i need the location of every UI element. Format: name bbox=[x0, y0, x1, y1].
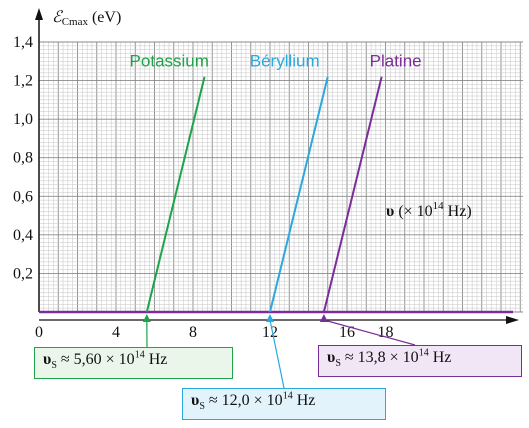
x-tick-label: 4 bbox=[112, 324, 120, 341]
x-tick-label: 16 bbox=[339, 324, 355, 341]
threshold-callout-potassium: υS ≈ 5,60 × 1014 Hz bbox=[34, 347, 233, 379]
series-label-platine: Platine bbox=[370, 52, 422, 71]
x-tick-label: 18 bbox=[378, 324, 394, 341]
series-label-béryllium: Béryllium bbox=[250, 52, 320, 71]
y-tick-label: 0,6 bbox=[13, 188, 33, 205]
x-axis-text: (× 10 bbox=[398, 203, 432, 220]
callout-pointer-arrow bbox=[142, 314, 151, 322]
callout-pointer-arrow bbox=[266, 314, 274, 322]
callout-exponent: 14 bbox=[134, 349, 145, 361]
x-axis-label: υ (× 1014 Hz) bbox=[386, 200, 472, 220]
callout-subscript: S bbox=[51, 360, 57, 372]
y-axis-arrow bbox=[35, 8, 43, 20]
series-lines bbox=[145, 76, 383, 313]
callout-text: ≈ 5,60 × 10 bbox=[56, 351, 135, 368]
callout-pointer bbox=[269, 319, 285, 389]
callout-exponent: 14 bbox=[282, 390, 293, 402]
y-tick-label: 0,8 bbox=[13, 150, 33, 167]
y-tick-label: 1,2 bbox=[13, 73, 33, 90]
callout-text: ≈ 13,8 × 10 bbox=[340, 349, 419, 366]
callout-symbol: υ bbox=[191, 392, 200, 409]
y-tick-label: 1,4 bbox=[13, 34, 33, 51]
axes bbox=[35, 8, 519, 324]
x-axis-unit: Hz) bbox=[444, 203, 472, 220]
callout-unit: Hz bbox=[292, 392, 316, 409]
series-line-béryllium bbox=[269, 76, 329, 313]
y-axis-subscript: Cmax bbox=[62, 16, 89, 28]
y-axis-label: ℰCmax (eV) bbox=[52, 9, 121, 28]
callout-unit: Hz bbox=[144, 351, 168, 368]
callout-subscript: S bbox=[335, 358, 341, 370]
x-tick-label: 0 bbox=[35, 324, 43, 341]
series-line-potassium bbox=[145, 76, 206, 313]
y-axis-unit: (eV) bbox=[92, 9, 121, 26]
callout-subscript: S bbox=[199, 401, 205, 413]
x-tick-label: 8 bbox=[189, 324, 197, 341]
x-axis-arrow bbox=[506, 316, 519, 324]
callout-pointer bbox=[323, 319, 416, 346]
x-axis-exponent: 14 bbox=[433, 200, 445, 212]
grid bbox=[38, 41, 523, 313]
series-line-platine bbox=[322, 76, 383, 313]
callout-symbol: υ bbox=[327, 349, 336, 366]
y-tick-label: 0,2 bbox=[13, 265, 33, 282]
callout-exponent: 14 bbox=[418, 347, 429, 359]
series-label-potassium: Potassium bbox=[130, 52, 209, 71]
callout-pointer-arrow bbox=[319, 314, 328, 322]
callout-symbol: υ bbox=[43, 351, 52, 368]
x-tick-label: 12 bbox=[262, 324, 278, 341]
y-tick-label: 1,0 bbox=[13, 111, 33, 128]
x-axis-symbol: υ bbox=[386, 203, 394, 220]
callout-unit: Hz bbox=[428, 349, 452, 366]
callout-text: ≈ 12,0 × 10 bbox=[204, 392, 283, 409]
y-axis-symbol: ℰ bbox=[52, 9, 64, 26]
y-tick-label: 0,4 bbox=[13, 227, 33, 244]
labels: 0,2 0,4 0,6 0,8 1,0 1,2 1,4 0 4 8 12 16 18 Potassium B… bbox=[13, 34, 422, 389]
threshold-callout-beryllium: υS ≈ 12,0 × 1014 Hz bbox=[182, 388, 386, 420]
threshold-callout-platine: υS ≈ 13,8 × 1014 Hz bbox=[318, 345, 522, 377]
